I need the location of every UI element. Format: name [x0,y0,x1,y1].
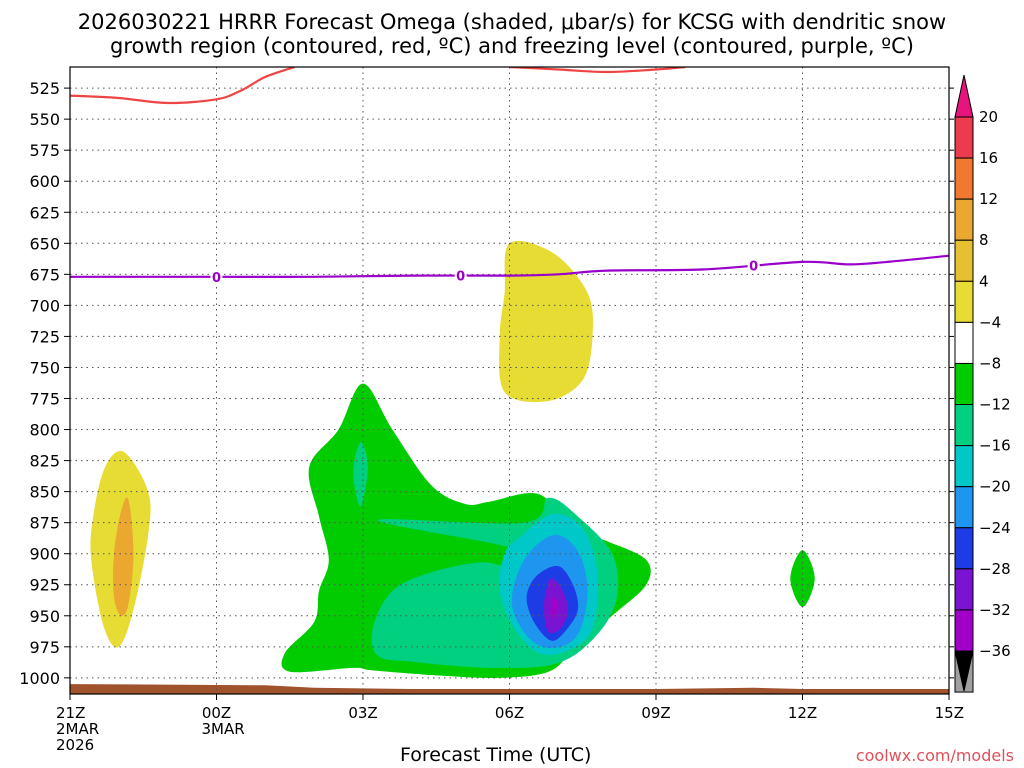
colorbar-swatch-3 [954,198,974,241]
y-tick-label-575: 575 [29,141,60,160]
y-tick-label-1000: 1000 [19,669,60,688]
colorbar-swatch-11 [954,527,974,570]
y-tick-label-900: 900 [29,545,60,564]
colorbar-swatch-9 [954,445,974,488]
freezing-level-label-1: 0 [212,271,221,286]
colorbar-label-12: −28 [979,560,1011,578]
colorbar-label-11: −24 [979,519,1011,537]
dgz-contour-1 [70,67,295,105]
colorbar-swatch-12 [954,568,974,611]
colorbar-swatch-10 [954,486,974,529]
x-tick-label-15Z: 15Z [935,704,964,722]
x-tick-label-06Z: 06Z [495,704,524,722]
x-tick-label-21Z: 21Z [56,704,85,722]
freezing-level-label-2: 0 [456,270,465,285]
colorbar-bottom-triangle [954,650,974,692]
freezing-level-label-bg-2 [454,268,467,283]
colorbar-swatch-2 [954,157,974,200]
y-tick-label-600: 600 [29,172,60,191]
colorbar-label-2: 16 [979,149,998,167]
freezing-level-label-3: 0 [749,260,758,275]
colorbar-label-9: −16 [979,437,1011,455]
colorbar-label-10: −20 [979,478,1011,496]
dgz-contour-2 [509,67,686,74]
colorbar-label-13: −32 [979,601,1011,619]
colorbar-label-1: 20 [979,108,998,126]
y-tick-label-775: 775 [29,390,60,409]
x-tick-label-2026: 2026 [56,736,94,754]
y-tick-label-800: 800 [29,421,60,440]
colorbar-label-4: 8 [979,231,989,249]
y-tick-label-700: 700 [29,296,60,315]
omega-region-12 [550,596,559,618]
x-tick-label-3MAR: 3MAR [202,720,245,738]
colorbar-swatch-8 [954,404,974,447]
omega-region-7 [353,441,368,507]
y-tick-label-825: 825 [29,452,60,471]
x-tick-label-00Z: 00Z [202,704,231,722]
x-tick-label-03Z: 03Z [348,704,377,722]
colorbar-label-3: 12 [979,190,998,208]
omega-region-2 [113,497,134,616]
colorbar-label-5: 4 [979,272,989,290]
y-tick-label-925: 925 [29,576,60,595]
y-tick-label-675: 675 [29,265,60,284]
y-tick-label-525: 525 [29,79,60,98]
colorbar-swatch-6 [954,321,974,364]
colorbar-swatch-7 [954,362,974,406]
x-tick-label-2MAR: 2MAR [56,720,99,738]
colorbar-swatch-4 [954,239,974,282]
colorbar-label-7: −8 [979,354,1001,372]
colorbar-top-triangle [954,74,974,118]
y-tick-label-625: 625 [29,203,60,222]
y-tick-label-975: 975 [29,638,60,657]
freezing-level-label-bg-3 [747,258,760,273]
y-tick-label-750: 750 [29,358,60,377]
colorbar-label-8: −12 [979,396,1011,414]
x-tick-label-12Z: 12Z [788,704,817,722]
y-tick-label-725: 725 [29,327,60,346]
colorbar-label-14: −36 [979,642,1011,660]
x-tick-label-09Z: 09Z [641,704,670,722]
x-axis-title: Forecast Time (UTC) [400,744,592,766]
y-tick-label-875: 875 [29,514,60,533]
chart-title-line-1: 2026030221 HRRR Forecast Omega (shaded, … [77,10,947,34]
colorbar-label-6: −4 [979,313,1001,331]
y-tick-label-650: 650 [29,234,60,253]
colorbar-swatch-5 [954,280,974,323]
chart-title-line-2: growth region (contoured, red, ºC) and f… [110,34,914,58]
colorbar-swatch-13 [954,609,974,652]
credit-link[interactable]: coolwx.com/models [855,746,1014,765]
colorbar-swatch-1 [954,116,974,159]
omega-region-3 [499,240,594,403]
freezing-level-label-bg-1 [210,269,223,284]
y-tick-label-950: 950 [29,607,60,626]
y-tick-label-550: 550 [29,110,60,129]
y-tick-label-850: 850 [29,483,60,502]
